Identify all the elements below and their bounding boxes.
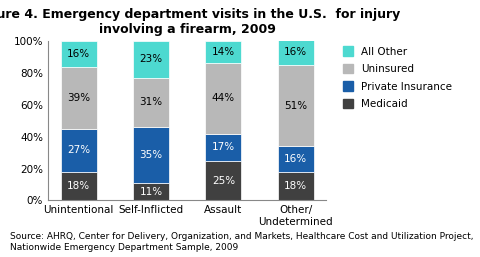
Text: 23%: 23%	[140, 54, 163, 65]
Bar	[205, 134, 241, 161]
Legend: All Other, Uninsured, Private Insurance, Medicaid: All Other, Uninsured, Private Insurance,…	[343, 46, 453, 109]
Bar	[205, 161, 241, 200]
Bar	[133, 41, 169, 78]
Bar	[60, 41, 97, 67]
Text: 18%: 18%	[67, 181, 90, 191]
Text: 35%: 35%	[140, 150, 163, 160]
Text: 51%: 51%	[284, 101, 307, 111]
Bar	[205, 41, 241, 63]
Bar	[277, 65, 314, 146]
Text: 16%: 16%	[67, 49, 90, 59]
Text: 25%: 25%	[212, 176, 235, 186]
Text: 18%: 18%	[284, 181, 307, 191]
Bar	[60, 172, 97, 200]
Text: 31%: 31%	[140, 97, 163, 107]
Bar	[60, 67, 97, 129]
Bar	[133, 183, 169, 200]
Bar	[60, 129, 97, 172]
Text: 27%: 27%	[67, 145, 90, 155]
Text: 11%: 11%	[140, 187, 163, 197]
Bar	[277, 146, 314, 172]
Text: Figure 4. Emergency department visits in the U.S.  for injury
involving a firear: Figure 4. Emergency department visits in…	[0, 8, 400, 36]
Text: 16%: 16%	[284, 47, 307, 57]
Text: Source: AHRQ, Center for Delivery, Organization, and Markets, Healthcare Cost an: Source: AHRQ, Center for Delivery, Organ…	[10, 233, 473, 252]
Text: 44%: 44%	[212, 94, 235, 104]
Text: 14%: 14%	[212, 47, 235, 57]
Text: 39%: 39%	[67, 93, 90, 103]
Bar	[277, 40, 314, 65]
Bar	[277, 172, 314, 200]
Bar	[205, 63, 241, 134]
Bar	[133, 78, 169, 127]
Bar	[133, 127, 169, 183]
Text: 17%: 17%	[212, 142, 235, 152]
Text: 16%: 16%	[284, 154, 307, 164]
